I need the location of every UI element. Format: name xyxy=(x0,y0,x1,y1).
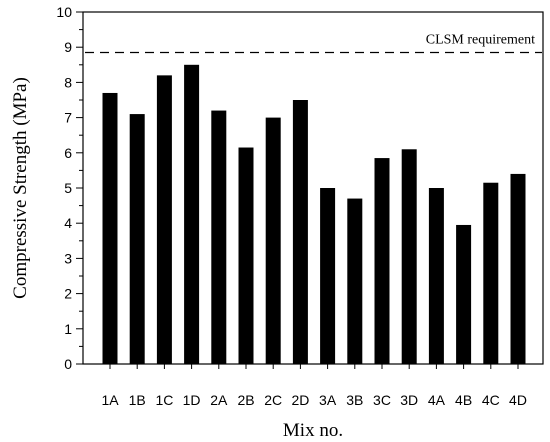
x-tick-label: 4A xyxy=(428,392,446,408)
x-tick-label: 4C xyxy=(482,392,500,408)
x-tick-label: 3A xyxy=(319,392,337,408)
x-tick-label: 1C xyxy=(155,392,173,408)
y-axis-ticks: 0 1 2 3 4 5 6 7 8 9 10 xyxy=(56,4,83,372)
y-tick-label: 10 xyxy=(56,4,72,20)
x-axis-title: Mix no. xyxy=(283,420,343,441)
bar-2c xyxy=(265,117,281,364)
bars xyxy=(102,64,526,365)
x-axis-ticks: 1A 1B 1C 1D 2A 2B 2C 2D 3A 3B 3C 3D 4A 4B 4C 4D xyxy=(101,364,527,408)
x-tick-label: 3B xyxy=(346,392,363,408)
x-tick-label: 2B xyxy=(237,392,254,408)
bar-4c xyxy=(483,182,499,364)
x-tick-label: 2D xyxy=(291,392,309,408)
x-tick-label: 4B xyxy=(455,392,472,408)
y-tick-label: 9 xyxy=(64,39,72,55)
bar-3d xyxy=(401,149,417,364)
x-tick-label: 1A xyxy=(101,392,119,408)
bar-3a xyxy=(320,188,336,364)
x-tick-label: 3D xyxy=(400,392,418,408)
y-tick-label: 0 xyxy=(64,356,72,372)
bar-4a xyxy=(428,188,444,364)
y-tick-label: 5 xyxy=(64,180,72,196)
y-tick-label: 3 xyxy=(64,250,72,266)
bar-1a xyxy=(102,92,118,365)
bar-2a xyxy=(211,110,227,364)
bar-3b xyxy=(347,198,363,364)
bar-4d xyxy=(510,173,526,364)
x-tick-label: 4D xyxy=(509,392,527,408)
y-tick-label: 1 xyxy=(64,321,72,337)
x-tick-label: 2C xyxy=(264,392,282,408)
bar-1c xyxy=(156,75,172,365)
bar-2b xyxy=(238,147,254,364)
x-tick-label: 3C xyxy=(373,392,391,408)
clsm-requirement-label: CLSM requirement xyxy=(426,32,535,47)
y-tick-label: 2 xyxy=(64,286,72,302)
y-tick-label: 6 xyxy=(64,145,72,161)
bar-1d xyxy=(184,64,200,365)
x-tick-label: 2A xyxy=(210,392,228,408)
x-tick-label: 1D xyxy=(183,392,201,408)
plot-border xyxy=(82,11,544,365)
reference-line-group: CLSM requirement xyxy=(85,32,542,54)
plot-frame xyxy=(82,11,544,365)
bar-3c xyxy=(374,158,390,364)
bar-4b xyxy=(456,224,472,364)
y-tick-label: 4 xyxy=(64,215,72,231)
y-tick-label: 8 xyxy=(64,74,72,90)
y-axis-title: Compressive Strength (MPa) xyxy=(10,77,31,299)
x-tick-label: 1B xyxy=(129,392,146,408)
bar-1b xyxy=(129,114,145,364)
y-tick-label: 7 xyxy=(64,110,72,126)
bar-2d xyxy=(292,100,308,364)
